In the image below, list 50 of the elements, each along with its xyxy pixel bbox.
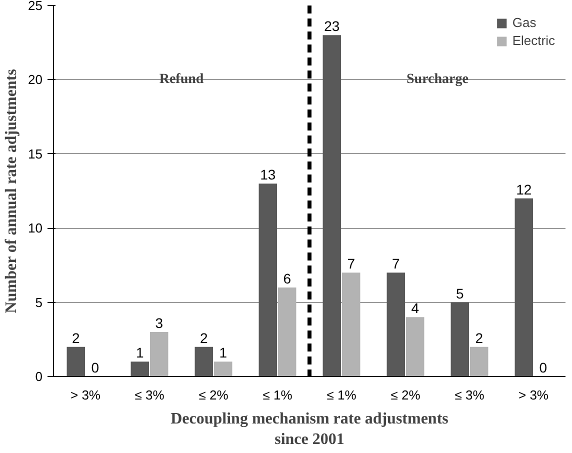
bar [258,184,278,376]
data-label: 1 [136,344,144,361]
x-tick-label: ≤ 2% [198,388,229,402]
y-tick-label: 25 [28,0,43,13]
y-axis-title: Number of annual rate adjustments [3,69,20,314]
bar [450,302,470,376]
x-axis-title: Decoupling mechanism rate adjustments since 2001 [170,410,448,448]
bar [514,198,534,376]
data-label: 7 [392,256,400,272]
bar [386,272,406,376]
legend-label: Gas [512,15,536,30]
x-tick-label: ≤ 3% [454,388,485,402]
y-tick-label: 15 [28,146,43,162]
y-tick-label: 5 [35,294,43,310]
bar [406,317,424,376]
bar [150,332,168,376]
y-tick-label: 0 [35,369,43,384]
bar [130,362,150,376]
x-tick-label: ≤ 2% [390,388,421,402]
bar [342,272,360,376]
x-tick-label: ≤ 3% [134,388,165,402]
data-label: 13 [260,166,276,183]
data-label: 23 [324,18,340,34]
data-label: 6 [283,270,292,286]
data-label: 2 [200,330,208,346]
data-label: 2 [475,330,484,346]
x-tick-label: ≤ 1% [262,388,293,402]
data-label: 12 [516,181,532,198]
y-tick-label: 20 [28,72,43,88]
bar [214,362,232,376]
x-tick-label: > 3% [518,388,549,402]
data-label: 5 [456,285,464,302]
data-label: 2 [72,330,80,346]
annotation: Surcharge [406,72,468,88]
data-label: 1 [219,344,228,361]
data-label: 0 [539,360,548,376]
data-label: 7 [347,256,356,272]
data-label: 4 [411,300,420,316]
annotation: Refund [159,72,204,88]
bar [194,346,214,376]
data-label: 0 [91,360,100,376]
legend-label: Electric [512,33,555,48]
bar [322,35,342,376]
data-label: 3 [155,314,164,331]
bar [470,346,488,376]
bar [278,287,296,376]
x-tick-label: > 3% [70,388,101,402]
bar [66,346,86,376]
x-tick-label: ≤ 1% [326,388,357,402]
y-tick-label: 10 [28,220,43,236]
